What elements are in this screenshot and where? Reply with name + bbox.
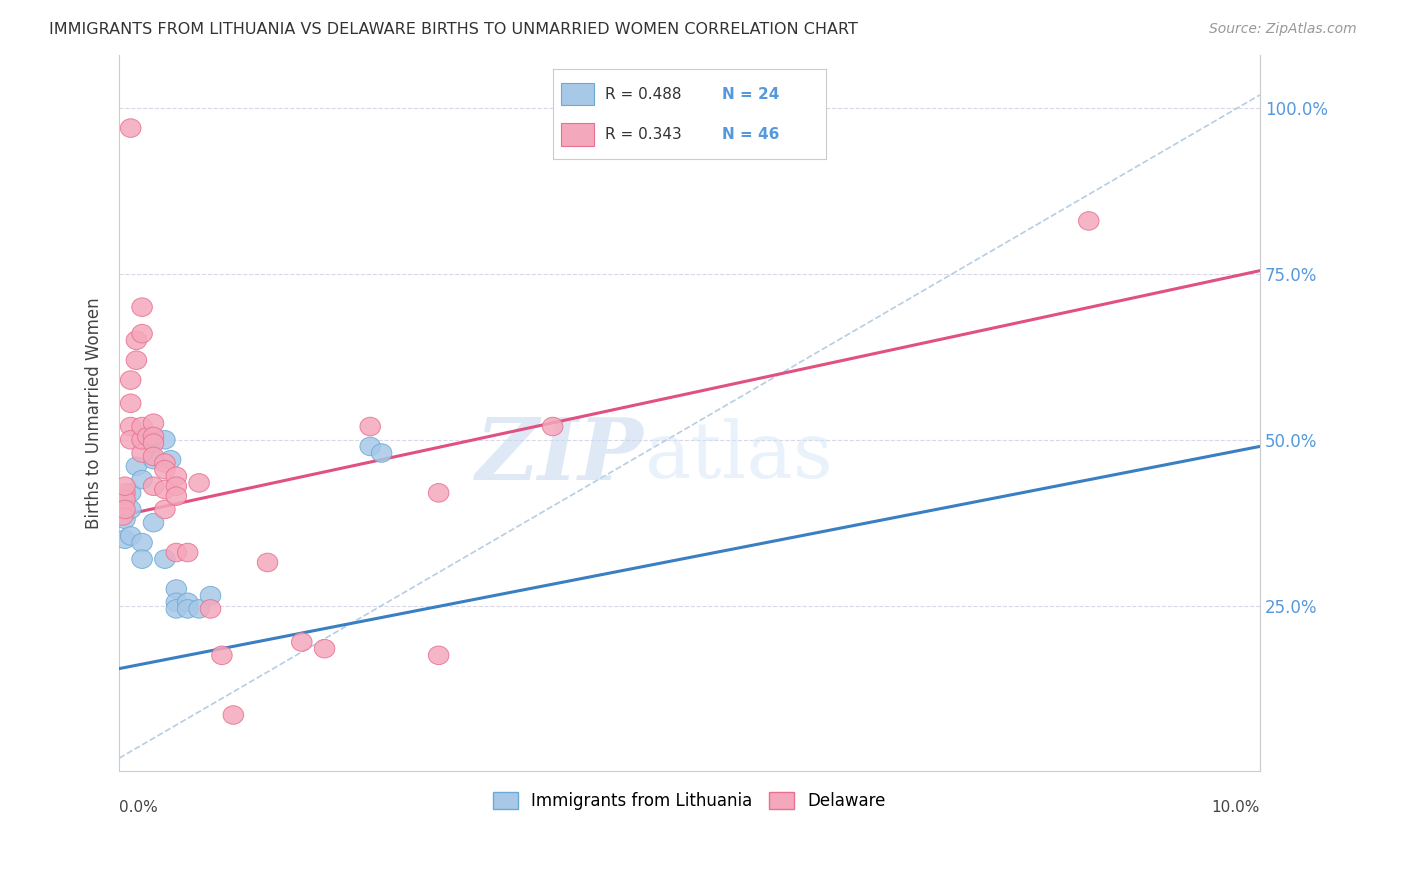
Ellipse shape (188, 474, 209, 492)
Ellipse shape (115, 500, 135, 519)
Ellipse shape (132, 431, 152, 449)
Ellipse shape (121, 417, 141, 436)
Ellipse shape (543, 417, 562, 436)
Ellipse shape (143, 427, 163, 446)
Ellipse shape (121, 526, 141, 545)
Ellipse shape (132, 417, 152, 436)
Ellipse shape (177, 543, 198, 562)
Ellipse shape (143, 447, 163, 466)
Ellipse shape (371, 443, 392, 462)
Ellipse shape (121, 500, 141, 519)
Ellipse shape (166, 599, 187, 618)
Ellipse shape (115, 491, 135, 508)
Ellipse shape (138, 427, 157, 446)
Text: atlas: atlas (644, 418, 832, 494)
Ellipse shape (166, 593, 187, 612)
Ellipse shape (143, 477, 163, 495)
Ellipse shape (166, 487, 187, 506)
Ellipse shape (212, 646, 232, 665)
Ellipse shape (224, 706, 243, 724)
Ellipse shape (155, 500, 176, 519)
Text: 10.0%: 10.0% (1212, 800, 1260, 815)
Ellipse shape (155, 460, 176, 479)
Ellipse shape (115, 530, 135, 549)
Legend: Immigrants from Lithuania, Delaware: Immigrants from Lithuania, Delaware (486, 785, 893, 817)
Ellipse shape (177, 599, 198, 618)
Ellipse shape (166, 543, 187, 562)
Ellipse shape (143, 434, 163, 452)
Ellipse shape (360, 417, 381, 436)
Ellipse shape (132, 325, 152, 343)
Y-axis label: Births to Unmarried Women: Births to Unmarried Women (86, 297, 103, 529)
Ellipse shape (132, 470, 152, 489)
Ellipse shape (155, 431, 176, 449)
Ellipse shape (115, 477, 135, 495)
Ellipse shape (166, 467, 187, 485)
Ellipse shape (188, 599, 209, 618)
Ellipse shape (315, 640, 335, 658)
Ellipse shape (200, 599, 221, 618)
Ellipse shape (112, 507, 134, 525)
Ellipse shape (166, 580, 187, 599)
Ellipse shape (177, 593, 198, 612)
Ellipse shape (112, 497, 134, 516)
Ellipse shape (132, 533, 152, 552)
Ellipse shape (155, 549, 176, 568)
Ellipse shape (121, 119, 141, 137)
Ellipse shape (132, 298, 152, 317)
Ellipse shape (112, 487, 134, 506)
Ellipse shape (360, 437, 381, 456)
Ellipse shape (1078, 211, 1099, 230)
Ellipse shape (121, 371, 141, 390)
Ellipse shape (143, 514, 163, 532)
Ellipse shape (160, 450, 181, 469)
Text: Source: ZipAtlas.com: Source: ZipAtlas.com (1209, 22, 1357, 37)
Ellipse shape (127, 331, 146, 350)
Ellipse shape (127, 351, 146, 369)
Ellipse shape (143, 414, 163, 433)
Text: IMMIGRANTS FROM LITHUANIA VS DELAWARE BIRTHS TO UNMARRIED WOMEN CORRELATION CHAR: IMMIGRANTS FROM LITHUANIA VS DELAWARE BI… (49, 22, 858, 37)
Ellipse shape (155, 480, 176, 499)
Ellipse shape (429, 483, 449, 502)
Text: 0.0%: 0.0% (120, 800, 157, 815)
Ellipse shape (155, 454, 176, 472)
Ellipse shape (115, 483, 135, 502)
Ellipse shape (291, 632, 312, 651)
Text: ZIP: ZIP (477, 415, 644, 498)
Ellipse shape (257, 553, 278, 572)
Ellipse shape (143, 431, 163, 449)
Ellipse shape (121, 431, 141, 449)
Ellipse shape (121, 394, 141, 413)
Ellipse shape (200, 586, 221, 605)
Ellipse shape (143, 450, 163, 469)
Ellipse shape (121, 483, 141, 502)
Ellipse shape (115, 510, 135, 529)
Ellipse shape (132, 443, 152, 462)
Ellipse shape (132, 549, 152, 568)
Ellipse shape (429, 646, 449, 665)
Ellipse shape (127, 457, 146, 475)
Ellipse shape (166, 477, 187, 495)
